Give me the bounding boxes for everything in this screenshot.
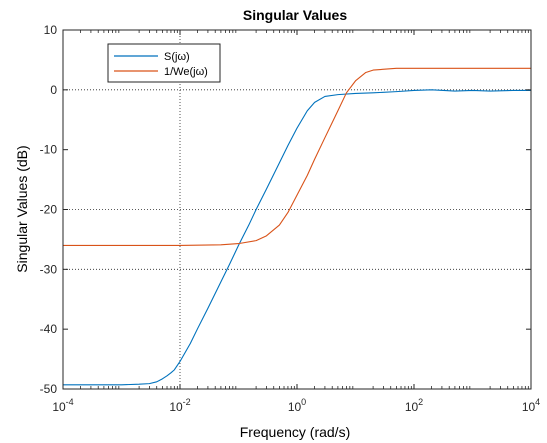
series-line-1	[63, 89, 531, 386]
x-tick-label: 100	[288, 397, 306, 414]
chart-title: Singular Values	[243, 7, 347, 23]
grid	[63, 30, 531, 389]
legend-label-1: S(jω)	[164, 51, 190, 63]
legend-box	[107, 43, 221, 83]
x-tick-label: 102	[405, 397, 423, 414]
x-tick-label: 104	[522, 397, 540, 414]
x-axis-label: Frequency (rad/s)	[240, 424, 350, 440]
y-tick-label: 0	[50, 83, 57, 97]
legend-label-2: 1/We(jω)	[164, 66, 208, 78]
series-line-2	[63, 67, 531, 246]
series-lines	[63, 67, 531, 386]
y-tick-label: -20	[40, 203, 58, 217]
y-tick-label: -50	[40, 382, 58, 396]
x-tick-label: 10-4	[52, 397, 73, 414]
x-tick-label: 10-2	[169, 397, 190, 414]
y-tick-label: -30	[40, 262, 58, 276]
y-tick-label: 10	[44, 23, 58, 37]
y-axis-label: Singular Values (dB)	[14, 145, 30, 272]
legend: S(jω) 1/We(jω)	[107, 43, 221, 83]
y-tick-label: -40	[40, 322, 58, 336]
y-tick-label: -10	[40, 143, 58, 157]
